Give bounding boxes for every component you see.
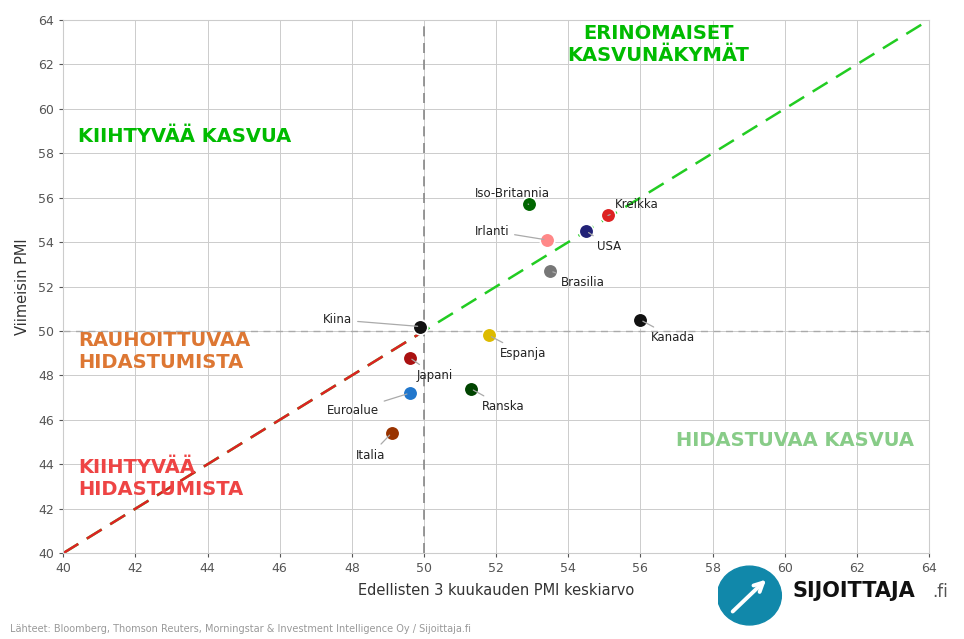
- Text: Japani: Japani: [412, 359, 453, 382]
- Point: [521, 199, 536, 210]
- Text: Kreikka: Kreikka: [608, 198, 659, 215]
- Text: Irlanti: Irlanti: [474, 224, 544, 240]
- Circle shape: [717, 566, 782, 625]
- Point: [384, 428, 399, 438]
- Text: .fi: .fi: [932, 583, 948, 601]
- Point: [413, 321, 428, 332]
- Text: Italia: Italia: [356, 435, 389, 462]
- Text: Espanja: Espanja: [492, 337, 547, 360]
- Point: [402, 388, 417, 398]
- Point: [539, 235, 554, 245]
- Text: Kanada: Kanada: [643, 321, 695, 344]
- Text: USA: USA: [589, 233, 621, 253]
- Text: KIIHTYVÄÄ KASVUA: KIIHTYVÄÄ KASVUA: [78, 127, 291, 146]
- Text: SIJOITTAJA: SIJOITTAJA: [792, 581, 915, 601]
- Point: [543, 266, 558, 276]
- Point: [601, 210, 616, 220]
- Text: ERINOMAISET
KASVUNÄKYMÄT: ERINOMAISET KASVUNÄKYMÄT: [568, 24, 749, 65]
- Text: Iso-Britannia: Iso-Britannia: [474, 187, 549, 204]
- Y-axis label: Viimeisin PMI: Viimeisin PMI: [15, 238, 30, 335]
- Text: Euroalue: Euroalue: [327, 394, 407, 417]
- Point: [463, 383, 478, 394]
- Text: Ranska: Ranska: [473, 390, 524, 413]
- Text: Kiina: Kiina: [323, 313, 417, 327]
- X-axis label: Edellisten 3 kuukauden PMI keskiarvo: Edellisten 3 kuukauden PMI keskiarvo: [358, 583, 634, 599]
- Point: [632, 315, 648, 325]
- Text: Brasilia: Brasilia: [553, 272, 605, 289]
- Text: RAUHOITTUVAA
HIDASТUMISTA: RAUHOITTUVAA HIDASТUMISTA: [78, 331, 250, 372]
- Point: [402, 353, 417, 363]
- Point: [578, 226, 594, 236]
- Text: KIIHTYVÄÄ
HIDASТUMISTA: KIIHTYVÄÄ HIDASТUMISTA: [78, 458, 243, 498]
- Point: [481, 330, 496, 341]
- Text: Lähteet: Bloomberg, Thomson Reuters, Morningstar & Investment Intelligence Oy / : Lähteet: Bloomberg, Thomson Reuters, Mor…: [10, 624, 470, 634]
- Text: HIDASTUVAA KASVUA: HIDASTUVAA KASVUA: [677, 431, 915, 450]
